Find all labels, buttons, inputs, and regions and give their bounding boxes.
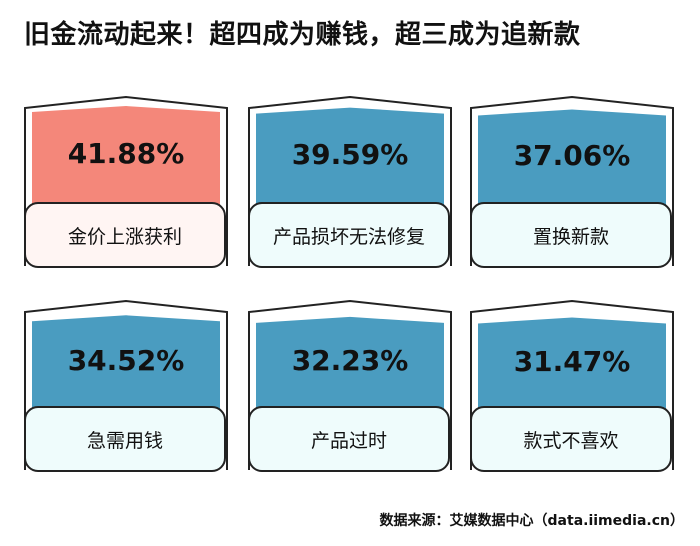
- chart-title: 旧金流动起来！超四成为赚钱，超三成为追新款: [24, 20, 581, 50]
- data-label: 34.52%: [67, 343, 185, 377]
- card-outline: [470, 299, 674, 470]
- card-outline: [248, 95, 452, 266]
- data-label: 39.59%: [291, 137, 409, 171]
- bar: [32, 106, 220, 206]
- bar-shape: [24, 299, 228, 470]
- bar: [478, 317, 666, 410]
- bar: [256, 316, 444, 410]
- data-label: 41.88%: [67, 137, 185, 170]
- bar: [32, 315, 220, 410]
- bar-card: 37.06% 置换新款: [470, 95, 674, 268]
- bar: [256, 107, 444, 206]
- bar-card: 31.47% 款式不喜欢: [470, 299, 674, 472]
- bar-shape: [470, 95, 674, 266]
- bar-card: 32.23% 产品过时: [248, 299, 452, 472]
- card-outline: [248, 299, 452, 470]
- category-label: 产品损坏无法修复: [248, 202, 450, 268]
- data-label: 32.23%: [291, 344, 409, 378]
- category-label: 金价上涨获利: [24, 202, 226, 268]
- bar-shape: [248, 299, 452, 470]
- bar-card: 39.59% 产品损坏无法修复: [248, 95, 452, 268]
- category-label: 置换新款: [470, 202, 672, 268]
- data-source: 数据来源：艾媒数据中心（data.iimedia.cn）: [379, 513, 684, 529]
- card-outline: [24, 299, 228, 470]
- card-outline: [24, 95, 228, 266]
- data-label: 31.47%: [513, 344, 631, 378]
- bar-shape: [470, 299, 674, 470]
- bar-shape: [24, 95, 228, 266]
- category-label: 急需用钱: [24, 406, 226, 472]
- data-label: 37.06%: [513, 138, 631, 172]
- category-label: 产品过时: [248, 406, 450, 472]
- bar-shape: [248, 95, 452, 266]
- card-outline: [470, 95, 674, 266]
- bar-card: 34.52% 急需用钱: [24, 299, 228, 472]
- category-label: 款式不喜欢: [470, 406, 672, 472]
- bar: [478, 109, 666, 206]
- bar-card: 41.88% 金价上涨获利: [24, 95, 228, 268]
